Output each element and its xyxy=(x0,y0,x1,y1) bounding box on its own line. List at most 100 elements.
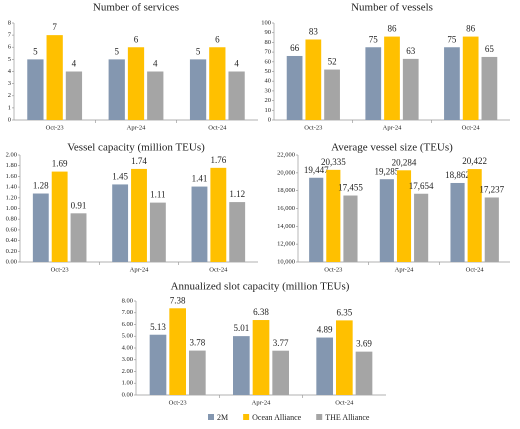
bar xyxy=(450,182,465,262)
chart-title: Number of vessels xyxy=(351,2,433,14)
legend-label: Ocean Alliance xyxy=(252,413,302,422)
bar xyxy=(484,197,499,262)
legend-label: 2M xyxy=(217,413,228,422)
y-tick-label: 8 xyxy=(8,19,11,26)
bar xyxy=(131,168,147,262)
value-label: 75 xyxy=(447,34,457,44)
bar xyxy=(65,71,83,120)
value-label: 20,284 xyxy=(392,157,417,167)
value-label: 1.28 xyxy=(33,181,49,191)
bar xyxy=(384,36,400,120)
bar xyxy=(189,59,207,120)
y-tick-label: 0.00 xyxy=(122,391,133,398)
value-label: 63 xyxy=(406,46,416,56)
value-label: 1.76 xyxy=(210,155,226,165)
bar xyxy=(149,202,166,262)
y-tick-label: 0 xyxy=(8,116,11,123)
bar xyxy=(46,35,63,120)
bar xyxy=(189,350,206,395)
bar xyxy=(209,47,226,120)
y-tick-label: 4 xyxy=(8,68,12,75)
bar xyxy=(402,58,419,120)
value-label: 3.69 xyxy=(356,339,372,349)
y-tick-label: 1.40 xyxy=(6,184,17,191)
value-label: 86 xyxy=(466,24,476,34)
value-label: 5.13 xyxy=(150,322,166,332)
bar xyxy=(324,69,340,120)
value-label: 17,237 xyxy=(479,185,504,195)
y-tick-label: 20 xyxy=(265,97,272,104)
y-tick-label: 2.00 xyxy=(6,151,17,158)
bar xyxy=(326,169,341,262)
x-tick-label: Apr-24 xyxy=(127,124,146,131)
bar xyxy=(108,59,125,120)
y-tick-label: 1.00 xyxy=(6,205,17,212)
y-tick-label: 3.00 xyxy=(122,356,133,363)
bar xyxy=(355,351,373,395)
value-label: 20,422 xyxy=(462,156,487,166)
bar xyxy=(27,59,44,120)
bar xyxy=(70,213,87,262)
y-tick-label: 100 xyxy=(261,19,271,26)
bar xyxy=(191,186,208,262)
y-tick-label: 0.60 xyxy=(6,226,17,233)
x-tick-label: Oct-23 xyxy=(46,124,64,131)
x-tick-label: Apr-24 xyxy=(383,124,402,131)
x-tick-label: Oct-24 xyxy=(335,399,354,406)
bar xyxy=(210,167,227,262)
value-label: 19,447 xyxy=(304,165,329,175)
value-label: 4.89 xyxy=(317,325,333,335)
value-label: 4 xyxy=(72,59,77,69)
bar xyxy=(169,308,186,395)
y-tick-label: 2.00 xyxy=(122,368,133,375)
bar xyxy=(444,47,460,120)
y-tick-label: 90 xyxy=(265,29,272,36)
y-tick-label: 0.80 xyxy=(6,216,17,223)
y-tick-label: 40 xyxy=(265,78,272,85)
y-tick-label: 22,000 xyxy=(277,151,295,158)
legend-swatch xyxy=(243,414,250,420)
bar xyxy=(481,56,498,120)
y-tick-label: 0.40 xyxy=(6,237,17,244)
bar xyxy=(32,193,49,262)
value-label: 17,455 xyxy=(338,183,363,193)
y-tick-label: 8.00 xyxy=(122,297,133,304)
bar xyxy=(149,334,167,395)
chart-title: Average vessel size (TEUs) xyxy=(331,142,453,154)
value-label: 18,862 xyxy=(445,170,470,180)
x-tick-label: Oct-24 xyxy=(208,124,227,131)
y-tick-label: 5 xyxy=(8,56,11,63)
y-tick-label: 30 xyxy=(265,87,272,94)
y-tick-label: 4.00 xyxy=(122,344,133,351)
x-tick-label: Apr-24 xyxy=(252,399,271,406)
value-label: 4 xyxy=(234,59,239,69)
value-label: 3.78 xyxy=(189,338,205,348)
bar xyxy=(309,177,324,262)
x-tick-label: Oct-23 xyxy=(51,266,69,273)
bar xyxy=(467,169,482,262)
bar xyxy=(305,39,322,120)
y-tick-label: 1.00 xyxy=(122,380,133,387)
x-tick-label: Oct-24 xyxy=(466,266,485,273)
y-tick-label: 2 xyxy=(8,92,11,99)
x-tick-label: Oct-23 xyxy=(169,399,187,406)
x-tick-label: Apr-24 xyxy=(130,266,149,273)
value-label: 52 xyxy=(328,57,337,67)
y-tick-label: 6.00 xyxy=(122,321,133,328)
y-tick-label: 1.80 xyxy=(6,162,17,169)
value-label: 1.45 xyxy=(112,171,128,181)
value-label: 5 xyxy=(33,46,38,56)
value-label: 1.11 xyxy=(150,190,165,200)
chart-title: Vessel capacity (million TEUs) xyxy=(67,142,205,154)
y-tick-label: 6 xyxy=(8,44,12,51)
value-label: 5 xyxy=(196,46,201,56)
value-label: 1.41 xyxy=(192,174,208,184)
x-tick-label: Oct-23 xyxy=(324,266,342,273)
bar xyxy=(228,71,245,120)
bar xyxy=(252,320,270,395)
value-label: 65 xyxy=(485,44,495,54)
y-tick-label: 14,000 xyxy=(277,223,295,230)
value-label: 3.77 xyxy=(273,338,289,348)
y-tick-label: 1.20 xyxy=(6,194,17,201)
y-tick-label: 7 xyxy=(8,32,12,39)
